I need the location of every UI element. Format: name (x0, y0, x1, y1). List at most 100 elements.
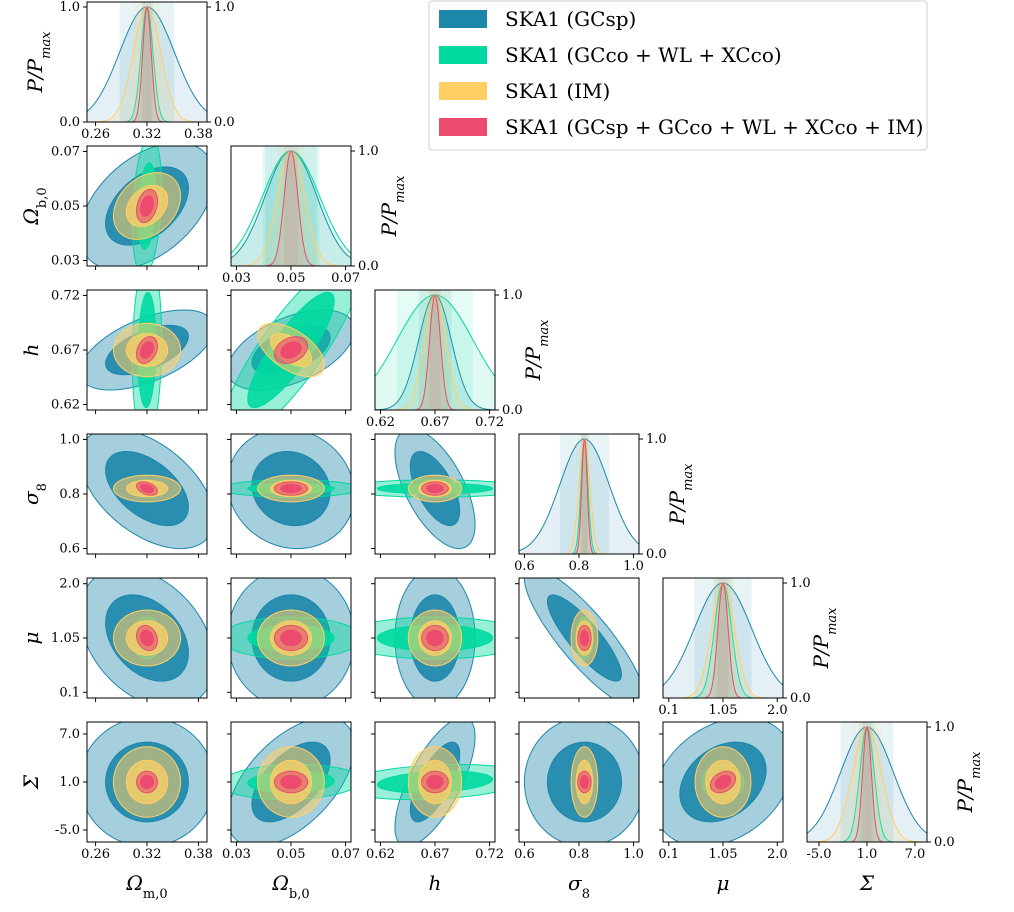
panel-Sig-vs-ob (227, 721, 352, 846)
panel-mu-vs-mu (662, 577, 787, 702)
panel-frame (374, 577, 496, 699)
marginal-ytick-label: 1.0 (214, 0, 235, 15)
legend-swatch-im (439, 82, 487, 100)
band-combined-om (142, 2, 152, 122)
band-combined-ob (284, 146, 298, 266)
xtick-label: 0.32 (133, 127, 162, 142)
marginal-ytick-label: 1.0 (934, 720, 955, 735)
xtick-label: 0.8 (569, 847, 590, 862)
xtick-label: 0.72 (475, 415, 504, 430)
panel-s8-vs-h (371, 433, 496, 558)
marginal-combined-ob (231, 150, 351, 266)
panel-frame (518, 433, 640, 555)
band-gcsp-Sig (840, 722, 894, 842)
legend-label-combined: SKA1 (GCsp + GCco + WL + XCco + IM) (505, 115, 923, 139)
contour-combined-1sigma (714, 774, 732, 790)
panel-s8-vs-om (83, 433, 208, 558)
ytick-label: 0.72 (51, 288, 80, 303)
ytick-label: 0.07 (51, 144, 80, 159)
panel-mu-vs-ob (227, 577, 352, 702)
marginal-ytick-label: 0.0 (646, 547, 667, 562)
xtick-label: 1.05 (709, 847, 738, 862)
panel-frame (86, 721, 208, 843)
xtick-label: 0.05 (277, 271, 306, 286)
panel-frame (86, 433, 208, 555)
ylabel-Sig: Σ (19, 774, 43, 790)
xtick-label: 0.07 (331, 847, 360, 862)
band-im-om (133, 2, 161, 122)
band-combined-h (429, 290, 441, 410)
xtick-label: 0.38 (184, 127, 213, 142)
panel-frame (374, 289, 496, 411)
ytick-label: 0.1 (59, 685, 80, 700)
marginal-ytick-label: 1.0 (59, 0, 80, 15)
xtick-label: 0.67 (421, 415, 450, 430)
contour-combined-1sigma (426, 774, 444, 790)
panel-mu-vs-s8 (515, 577, 640, 702)
panel-s8-vs-s8 (518, 433, 643, 558)
marginal-ytick-label: 0.0 (59, 115, 80, 130)
panel-frame (662, 721, 784, 843)
xtick-label: 1.0 (623, 559, 644, 574)
panel-frame (374, 433, 496, 555)
contour-combined-1sigma (426, 483, 444, 494)
xtick-label: 0.8 (569, 559, 590, 574)
band-im-Sig (852, 722, 882, 842)
panel-Sig-vs-mu (659, 721, 784, 846)
marginal-ytick-label: 1.0 (502, 288, 523, 303)
legend-swatch-combined (439, 118, 487, 136)
marginal-ytick-label: 0.0 (214, 115, 235, 130)
ytick-label: 2.0 (59, 577, 80, 592)
marginal-combined-mu (663, 582, 783, 698)
band-gcsp-h (418, 290, 452, 410)
band-combined-mu (717, 578, 729, 698)
marginal-ytick-label: 1.0 (358, 144, 379, 159)
contour-combined-1sigma (280, 483, 302, 494)
ylabel-s8: σ8 (19, 483, 50, 505)
contour-combined-1sigma (579, 629, 590, 647)
legend-swatch-gcsp (439, 10, 487, 28)
legend-frame (428, 0, 928, 151)
ytick-label: 0.05 (51, 199, 80, 214)
marginal-ylabel: P/Pmax (521, 319, 552, 382)
panel-ob-vs-om (83, 145, 208, 270)
ytick-label: 0.62 (51, 398, 80, 413)
panel-frame (662, 577, 784, 699)
marginal-im-s8 (519, 438, 639, 554)
band-gcco-ob (262, 146, 320, 266)
xtick-label: 0.67 (421, 847, 450, 862)
panel-ob-vs-ob (230, 145, 355, 270)
panel-frame (86, 145, 208, 267)
panel-frame (86, 289, 208, 411)
ylabel-h: h (19, 344, 43, 357)
panel-mu-vs-h (371, 577, 496, 702)
xtick-label: -5.0 (806, 847, 831, 862)
xtick-label: 0.62 (366, 847, 395, 862)
contour-combined-1sigma (140, 774, 154, 790)
band-gcsp-ob (265, 146, 317, 266)
contour-combined-1sigma (579, 774, 590, 790)
panel-frame (230, 289, 352, 411)
panel-frame (230, 145, 352, 267)
panel-frame (806, 721, 928, 843)
xtick-label: 1.0 (857, 847, 878, 862)
panel-om-vs-om (83, 1, 211, 126)
panel-frame (86, 577, 208, 699)
panel-frame (518, 577, 640, 699)
xtick-label: 0.32 (133, 847, 162, 862)
xlabel-Sig: Σ (859, 871, 875, 895)
contour-combined-1sigma (140, 341, 154, 359)
panel-mu-vs-om (83, 577, 208, 702)
ytick-label: 1.0 (59, 432, 80, 447)
contour-combined-1sigma (140, 483, 154, 494)
marginal-ylabel: P/Pmax (665, 463, 696, 526)
xtick-label: 0.38 (184, 847, 213, 862)
marginal-ytick-label: 1.0 (790, 576, 811, 591)
legend-label-im: SKA1 (IM) (505, 79, 610, 103)
legend-label-gcco: SKA1 (GCco + WL + XCco) (505, 43, 782, 67)
panel-Sig-vs-om (83, 721, 208, 846)
marginal-combined-Sig (807, 725, 927, 842)
panel-frame (518, 721, 640, 843)
panel-s8-vs-ob (227, 433, 352, 558)
xtick-label: 0.6 (514, 847, 535, 862)
